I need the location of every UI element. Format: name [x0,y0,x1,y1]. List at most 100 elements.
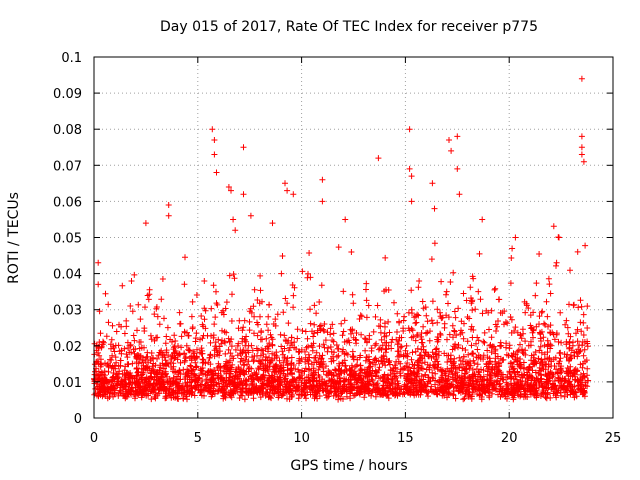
data-point [330,338,337,345]
data-point [258,329,265,336]
data-point [458,318,465,325]
data-point [580,352,587,359]
data-point [430,353,437,360]
data-point [506,368,513,375]
data-point [250,395,257,402]
data-point [191,354,198,361]
data-point [391,385,398,392]
data-point [398,334,405,341]
data-point [315,366,322,373]
data-point [257,287,264,294]
data-point [385,376,392,383]
data-point [314,395,321,402]
data-point [582,358,588,365]
data-point [421,359,428,366]
data-point [364,354,370,361]
data-point [156,321,163,328]
data-point [111,362,118,369]
y-axis-label: ROTI / TECUs [6,192,22,284]
data-point [518,381,525,387]
data-point [465,351,472,358]
data-point [333,342,340,348]
data-point [553,259,560,266]
data-point [402,383,409,390]
data-point [273,353,280,359]
data-point [448,147,455,154]
data-point [181,350,188,357]
data-point [483,361,490,368]
data-point [284,378,291,385]
data-point [404,353,411,360]
data-point [584,372,591,379]
x-tick-label: 10 [293,431,310,446]
data-point [220,381,227,388]
data-point [412,320,419,327]
data-point [408,198,415,205]
data-point [332,366,338,373]
data-point [172,389,179,396]
data-point [434,306,441,313]
data-point [257,376,263,383]
data-point [254,297,261,303]
data-point [477,296,484,303]
data-point [269,342,276,349]
data-point [415,284,422,291]
data-point [210,282,217,289]
data-point [381,330,388,337]
data-point [575,385,582,392]
data-point [201,316,208,323]
data-point [501,321,507,328]
data-point [197,349,204,356]
data-point [450,269,457,276]
data-point [227,339,233,345]
data-point [100,377,107,384]
data-point [289,392,296,399]
data-point [382,254,389,261]
data-point [460,396,467,403]
data-point [387,387,394,394]
data-point [454,383,460,390]
data-point [508,255,515,261]
data-point [536,313,543,320]
data-point [189,390,196,397]
data-point [348,366,355,373]
data-point [313,310,320,317]
data-point [327,382,334,389]
data-point [408,173,415,180]
data-point [281,376,288,383]
data-point [578,151,585,158]
data-point [112,354,119,361]
data-point [503,389,510,396]
data-point [554,370,561,377]
data-point [538,372,544,379]
data-point [375,155,382,162]
data-point [389,380,396,387]
data-point [528,324,535,331]
data-point [553,262,559,269]
data-point [246,327,253,334]
data-point [578,328,585,335]
data-point [242,388,249,395]
data-point [325,378,332,385]
data-point [188,357,195,364]
data-point [113,328,120,335]
data-point [434,336,441,343]
data-point [441,350,448,357]
data-point [190,348,197,355]
data-point [363,286,369,293]
data-point [211,367,218,374]
data-point [469,307,476,314]
data-point [171,332,178,339]
data-point [520,394,527,401]
data-point [100,371,106,378]
data-point [422,382,429,389]
data-point [331,349,337,356]
data-point [479,216,486,223]
data-point [305,351,312,358]
data-point [158,296,165,303]
data-point [453,332,460,339]
data-point [551,363,558,369]
data-point [470,351,477,357]
data-point [156,381,162,388]
data-point [325,390,332,397]
